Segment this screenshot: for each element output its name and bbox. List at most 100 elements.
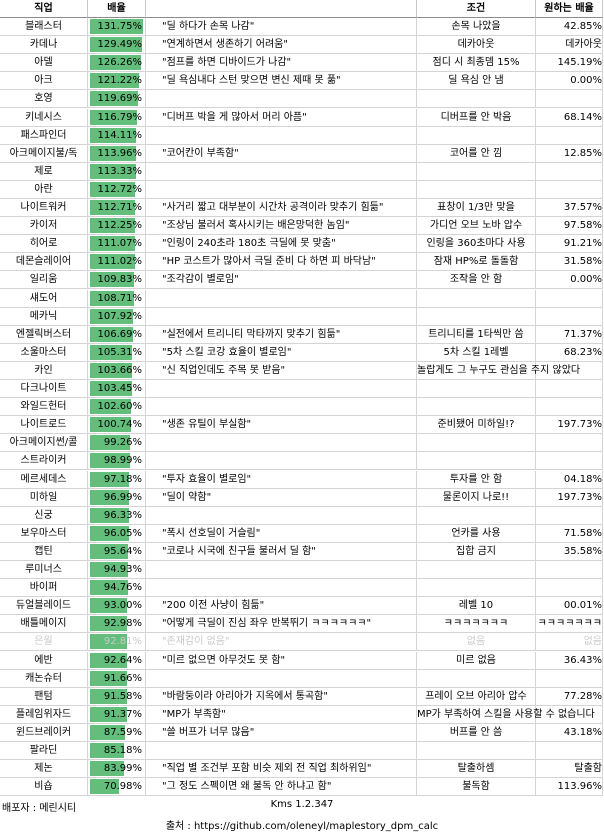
- job-cell[interactable]: 스트라이커: [0, 452, 88, 471]
- want-cell[interactable]: 0.00%: [536, 271, 603, 290]
- comment-cell[interactable]: [146, 434, 417, 453]
- comment-cell[interactable]: "생존 유틸이 부실함": [146, 416, 417, 435]
- job-cell[interactable]: 비숍: [0, 778, 88, 797]
- comment-cell[interactable]: "딜 하다가 손목 나감": [146, 18, 417, 36]
- rate-cell[interactable]: 112.25%: [88, 217, 146, 236]
- condition-cell[interactable]: 버프를 안 씀: [417, 723, 536, 742]
- condition-cell[interactable]: 탈출하셈: [417, 760, 536, 779]
- rate-cell[interactable]: 103.66%: [88, 361, 146, 380]
- comment-cell[interactable]: "200 이전 사냥이 힘듦": [146, 597, 417, 616]
- comment-cell[interactable]: [146, 180, 417, 199]
- want-cell[interactable]: ㅋㅋㅋㅋㅋㅋㅋ: [536, 615, 603, 634]
- rate-cell[interactable]: 129.49%: [88, 36, 146, 55]
- condition-cell[interactable]: [417, 126, 536, 145]
- job-cell[interactable]: 아크메이지썬/콜: [0, 434, 88, 453]
- job-cell[interactable]: 다크나이트: [0, 380, 88, 398]
- rate-cell[interactable]: 111.07%: [88, 235, 146, 254]
- comment-cell[interactable]: "HP 코스트가 많아서 극딜 준비 다 하면 피 바닥남": [146, 253, 417, 272]
- job-cell[interactable]: 키네시스: [0, 108, 88, 127]
- rate-cell[interactable]: 99.26%: [88, 434, 146, 453]
- job-cell[interactable]: 팔라딘: [0, 742, 88, 760]
- rate-cell[interactable]: 113.33%: [88, 162, 146, 181]
- job-cell[interactable]: 루미너스: [0, 561, 88, 579]
- job-cell[interactable]: 캡틴: [0, 542, 88, 561]
- comment-cell[interactable]: "연계하면서 생존하기 어려움": [146, 36, 417, 55]
- job-cell[interactable]: 아크메이지불/독: [0, 144, 88, 163]
- want-cell[interactable]: 31.58%: [536, 253, 603, 272]
- rate-cell[interactable]: 112.71%: [88, 199, 146, 217]
- comment-cell[interactable]: "MP가 부족함": [146, 705, 417, 724]
- want-cell[interactable]: 77.28%: [536, 687, 603, 706]
- comment-cell[interactable]: [146, 561, 417, 579]
- job-cell[interactable]: 배틀메이지: [0, 615, 88, 634]
- job-cell[interactable]: 엔젤릭버스터: [0, 325, 88, 344]
- want-cell[interactable]: 04.18%: [536, 470, 603, 489]
- job-cell[interactable]: 일리움: [0, 271, 88, 290]
- rate-cell[interactable]: 126.26%: [88, 54, 146, 73]
- want-cell[interactable]: [536, 380, 603, 398]
- want-cell[interactable]: 탈출함: [536, 760, 603, 779]
- condition-cell[interactable]: [417, 579, 536, 598]
- comment-cell[interactable]: "조각감이 별로임": [146, 271, 417, 290]
- condition-cell[interactable]: [417, 561, 536, 579]
- want-cell[interactable]: 71.37%: [536, 325, 603, 344]
- condition-cell[interactable]: ㅋㅋㅋㅋㅋㅋㅋ: [417, 615, 536, 634]
- condition-cell[interactable]: 인링을 360초마다 사용: [417, 235, 536, 254]
- comment-cell[interactable]: "인링이 240초라 180초 극딜에 못 맞춤": [146, 235, 417, 254]
- job-cell[interactable]: 블래스터: [0, 18, 88, 36]
- job-cell[interactable]: 에반: [0, 651, 88, 670]
- rate-cell[interactable]: 92.64%: [88, 651, 146, 670]
- job-cell[interactable]: 섀도어: [0, 289, 88, 308]
- job-cell[interactable]: 듀얼블레이드: [0, 597, 88, 616]
- rate-cell[interactable]: 119.69%: [88, 90, 146, 109]
- condition-cell[interactable]: [417, 90, 536, 109]
- want-cell[interactable]: [536, 307, 603, 326]
- comment-cell[interactable]: "코어칸이 부족함": [146, 144, 417, 163]
- want-cell[interactable]: [536, 398, 603, 417]
- condition-cell[interactable]: 물론이지 나로!!: [417, 488, 536, 507]
- rate-cell[interactable]: 103.45%: [88, 380, 146, 398]
- condition-cell[interactable]: [417, 162, 536, 181]
- rate-cell[interactable]: 131.75%: [88, 18, 146, 36]
- condition-cell[interactable]: 잠재 HP%로 돌돌함: [417, 253, 536, 272]
- condition-cell[interactable]: 점디 시 최종뎀 15%: [417, 54, 536, 73]
- rate-cell[interactable]: 96.05%: [88, 524, 146, 543]
- want-cell[interactable]: [536, 434, 603, 453]
- rate-cell[interactable]: 107.92%: [88, 307, 146, 326]
- comment-cell[interactable]: "어떻게 극딜이 진심 좌우 반복뛰기 ㅋㅋㅋㅋㅋㅋ": [146, 615, 417, 634]
- rate-cell[interactable]: 102.60%: [88, 398, 146, 417]
- comment-cell[interactable]: "딜이 약함": [146, 488, 417, 507]
- comment-cell[interactable]: "5차 스킬 코강 효율이 별로임": [146, 343, 417, 362]
- job-cell[interactable]: 아크: [0, 72, 88, 91]
- want-cell[interactable]: [536, 742, 603, 760]
- rate-cell[interactable]: 96.99%: [88, 488, 146, 507]
- rate-cell[interactable]: 111.02%: [88, 253, 146, 272]
- rate-cell[interactable]: 112.72%: [88, 180, 146, 199]
- rate-cell[interactable]: 83.99%: [88, 760, 146, 779]
- comment-cell[interactable]: [146, 669, 417, 688]
- want-cell[interactable]: 43.18%: [536, 723, 603, 742]
- job-cell[interactable]: 캐논슈터: [0, 669, 88, 688]
- comment-cell[interactable]: "폭시 선호딜이 거슬림": [146, 524, 417, 543]
- want-cell[interactable]: [536, 669, 603, 688]
- condition-cell[interactable]: [417, 506, 536, 525]
- comment-cell[interactable]: "바람둥이라 아리아가 지옥에서 통곡함": [146, 687, 417, 706]
- comment-cell[interactable]: [146, 742, 417, 760]
- job-cell[interactable]: 은월: [0, 633, 88, 652]
- rate-cell[interactable]: 121.22%: [88, 72, 146, 91]
- comment-cell[interactable]: "직업 별 조건부 포함 비슷 제외 전 직업 최하위임": [146, 760, 417, 779]
- rate-cell[interactable]: 94.93%: [88, 561, 146, 579]
- want-cell[interactable]: 12.85%: [536, 144, 603, 163]
- condition-cell[interactable]: [417, 380, 536, 398]
- condition-cell[interactable]: [417, 452, 536, 471]
- condition-cell[interactable]: [417, 307, 536, 326]
- job-cell[interactable]: 메르세데스: [0, 470, 88, 489]
- comment-cell[interactable]: "조상님 불러서 혹사시키는 배은망덕한 놈임": [146, 217, 417, 236]
- rate-cell[interactable]: 93.00%: [88, 597, 146, 616]
- condition-cell[interactable]: 데카아웃: [417, 36, 536, 55]
- job-cell[interactable]: 보우마스터: [0, 524, 88, 543]
- want-cell[interactable]: 145.19%: [536, 54, 603, 73]
- job-cell[interactable]: 데몬슬레이어: [0, 253, 88, 272]
- want-cell[interactable]: [536, 162, 603, 181]
- comment-cell[interactable]: [146, 126, 417, 145]
